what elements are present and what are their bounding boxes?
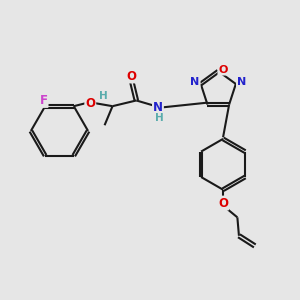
Text: N: N (237, 77, 246, 87)
Text: H: H (99, 91, 108, 101)
Text: O: O (218, 196, 228, 210)
Text: N: N (190, 77, 200, 87)
Text: F: F (40, 94, 48, 107)
Text: O: O (218, 64, 228, 75)
Text: H: H (154, 112, 163, 123)
Text: O: O (85, 97, 95, 110)
Text: N: N (153, 101, 163, 114)
Text: O: O (127, 70, 136, 83)
